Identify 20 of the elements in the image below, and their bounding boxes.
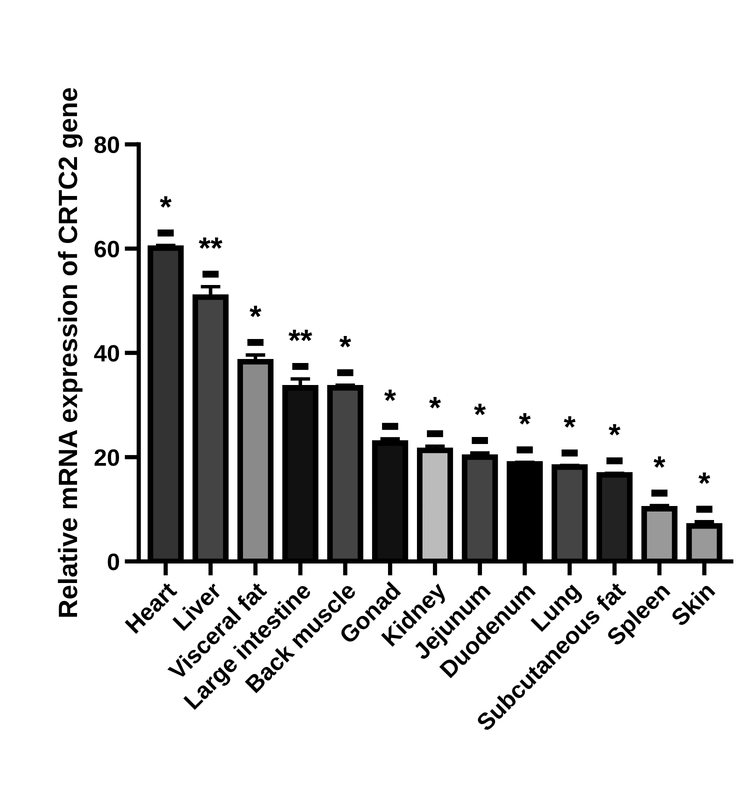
annotation: * xyxy=(160,196,172,208)
annotation: * xyxy=(608,424,620,436)
annotation: ** xyxy=(198,237,222,249)
y-tick-label: 80 xyxy=(94,136,120,154)
annotation: * xyxy=(564,416,576,428)
y-tick-label: 40 xyxy=(94,344,120,362)
annotation: * xyxy=(384,390,396,402)
annotation: * xyxy=(250,306,262,318)
y-tick-label: 0 xyxy=(108,553,120,570)
x-tick-label: Skin xyxy=(670,581,716,628)
annotation: ** xyxy=(288,330,312,342)
annotation: * xyxy=(698,472,710,484)
annotation: * xyxy=(474,404,486,416)
y-axis-title: Relative mRNA expression of CRTC2 gene xyxy=(58,88,83,617)
annotation: * xyxy=(339,336,352,348)
annotation: * xyxy=(429,396,441,408)
annotation: * xyxy=(654,456,666,468)
y-tick-label: 20 xyxy=(94,449,120,466)
annotation: * xyxy=(518,413,531,424)
y-tick-label: 60 xyxy=(94,240,120,258)
